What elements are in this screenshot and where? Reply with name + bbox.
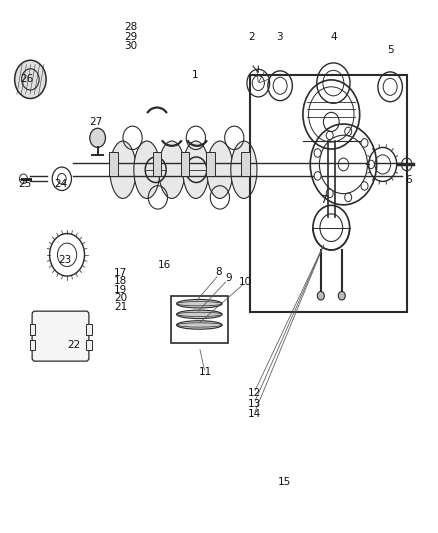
Bar (250, 75, 407, 312)
Bar (180, 152, 189, 176)
Ellipse shape (110, 141, 136, 198)
Circle shape (345, 127, 352, 136)
Text: 18: 18 (114, 277, 127, 286)
Ellipse shape (159, 141, 185, 198)
Bar (109, 152, 118, 176)
Circle shape (326, 189, 333, 198)
Circle shape (314, 172, 321, 180)
Ellipse shape (177, 300, 222, 308)
Text: 4: 4 (330, 32, 337, 42)
Circle shape (367, 160, 374, 168)
Bar (241, 152, 250, 176)
Text: 19: 19 (114, 285, 127, 295)
Text: 20: 20 (114, 293, 127, 303)
Bar (29, 340, 35, 350)
Ellipse shape (207, 141, 233, 198)
Ellipse shape (134, 141, 160, 198)
Text: 22: 22 (67, 340, 81, 350)
Circle shape (338, 292, 345, 300)
Text: 29: 29 (124, 32, 138, 42)
Text: 23: 23 (59, 255, 72, 265)
Circle shape (326, 131, 333, 140)
Text: 16: 16 (158, 261, 171, 270)
Bar (171, 296, 228, 343)
Circle shape (345, 193, 352, 201)
Bar (206, 152, 215, 176)
Text: 15: 15 (278, 477, 291, 487)
Ellipse shape (231, 141, 257, 198)
Bar (29, 324, 35, 335)
Ellipse shape (183, 141, 209, 198)
Ellipse shape (177, 310, 222, 319)
Text: 21: 21 (114, 302, 127, 312)
Bar (86, 324, 92, 335)
Text: 10: 10 (239, 278, 252, 287)
Circle shape (317, 292, 324, 300)
Text: 2: 2 (248, 32, 255, 42)
Text: 6: 6 (406, 175, 412, 185)
Bar (152, 152, 161, 176)
Text: 8: 8 (215, 267, 223, 277)
Text: 24: 24 (54, 179, 67, 189)
Text: 30: 30 (124, 42, 138, 51)
Circle shape (90, 128, 106, 148)
Bar (86, 340, 92, 350)
Text: 7: 7 (321, 195, 327, 205)
Circle shape (361, 139, 368, 147)
Text: 27: 27 (89, 117, 102, 127)
Text: 25: 25 (18, 179, 32, 189)
Text: 3: 3 (276, 32, 283, 42)
Circle shape (14, 60, 46, 99)
Text: 1: 1 (192, 70, 198, 80)
Text: 12: 12 (248, 388, 261, 398)
Text: 14: 14 (248, 409, 261, 419)
Text: 17: 17 (114, 268, 127, 278)
FancyBboxPatch shape (32, 311, 89, 361)
Text: 5: 5 (387, 45, 393, 54)
Text: 9: 9 (225, 273, 232, 283)
Text: 11: 11 (198, 367, 212, 377)
Text: 28: 28 (124, 22, 138, 33)
Circle shape (314, 149, 321, 157)
Ellipse shape (177, 321, 222, 329)
Circle shape (361, 182, 368, 190)
Text: 13: 13 (248, 399, 261, 409)
Text: 26: 26 (20, 75, 34, 84)
